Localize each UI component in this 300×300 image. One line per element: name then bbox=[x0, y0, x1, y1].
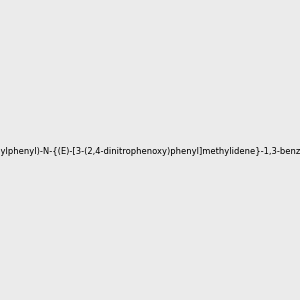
Text: 2-(3,4-dimethylphenyl)-N-{(E)-[3-(2,4-dinitrophenoxy)phenyl]methylidene}-1,3-ben: 2-(3,4-dimethylphenyl)-N-{(E)-[3-(2,4-di… bbox=[0, 147, 300, 156]
